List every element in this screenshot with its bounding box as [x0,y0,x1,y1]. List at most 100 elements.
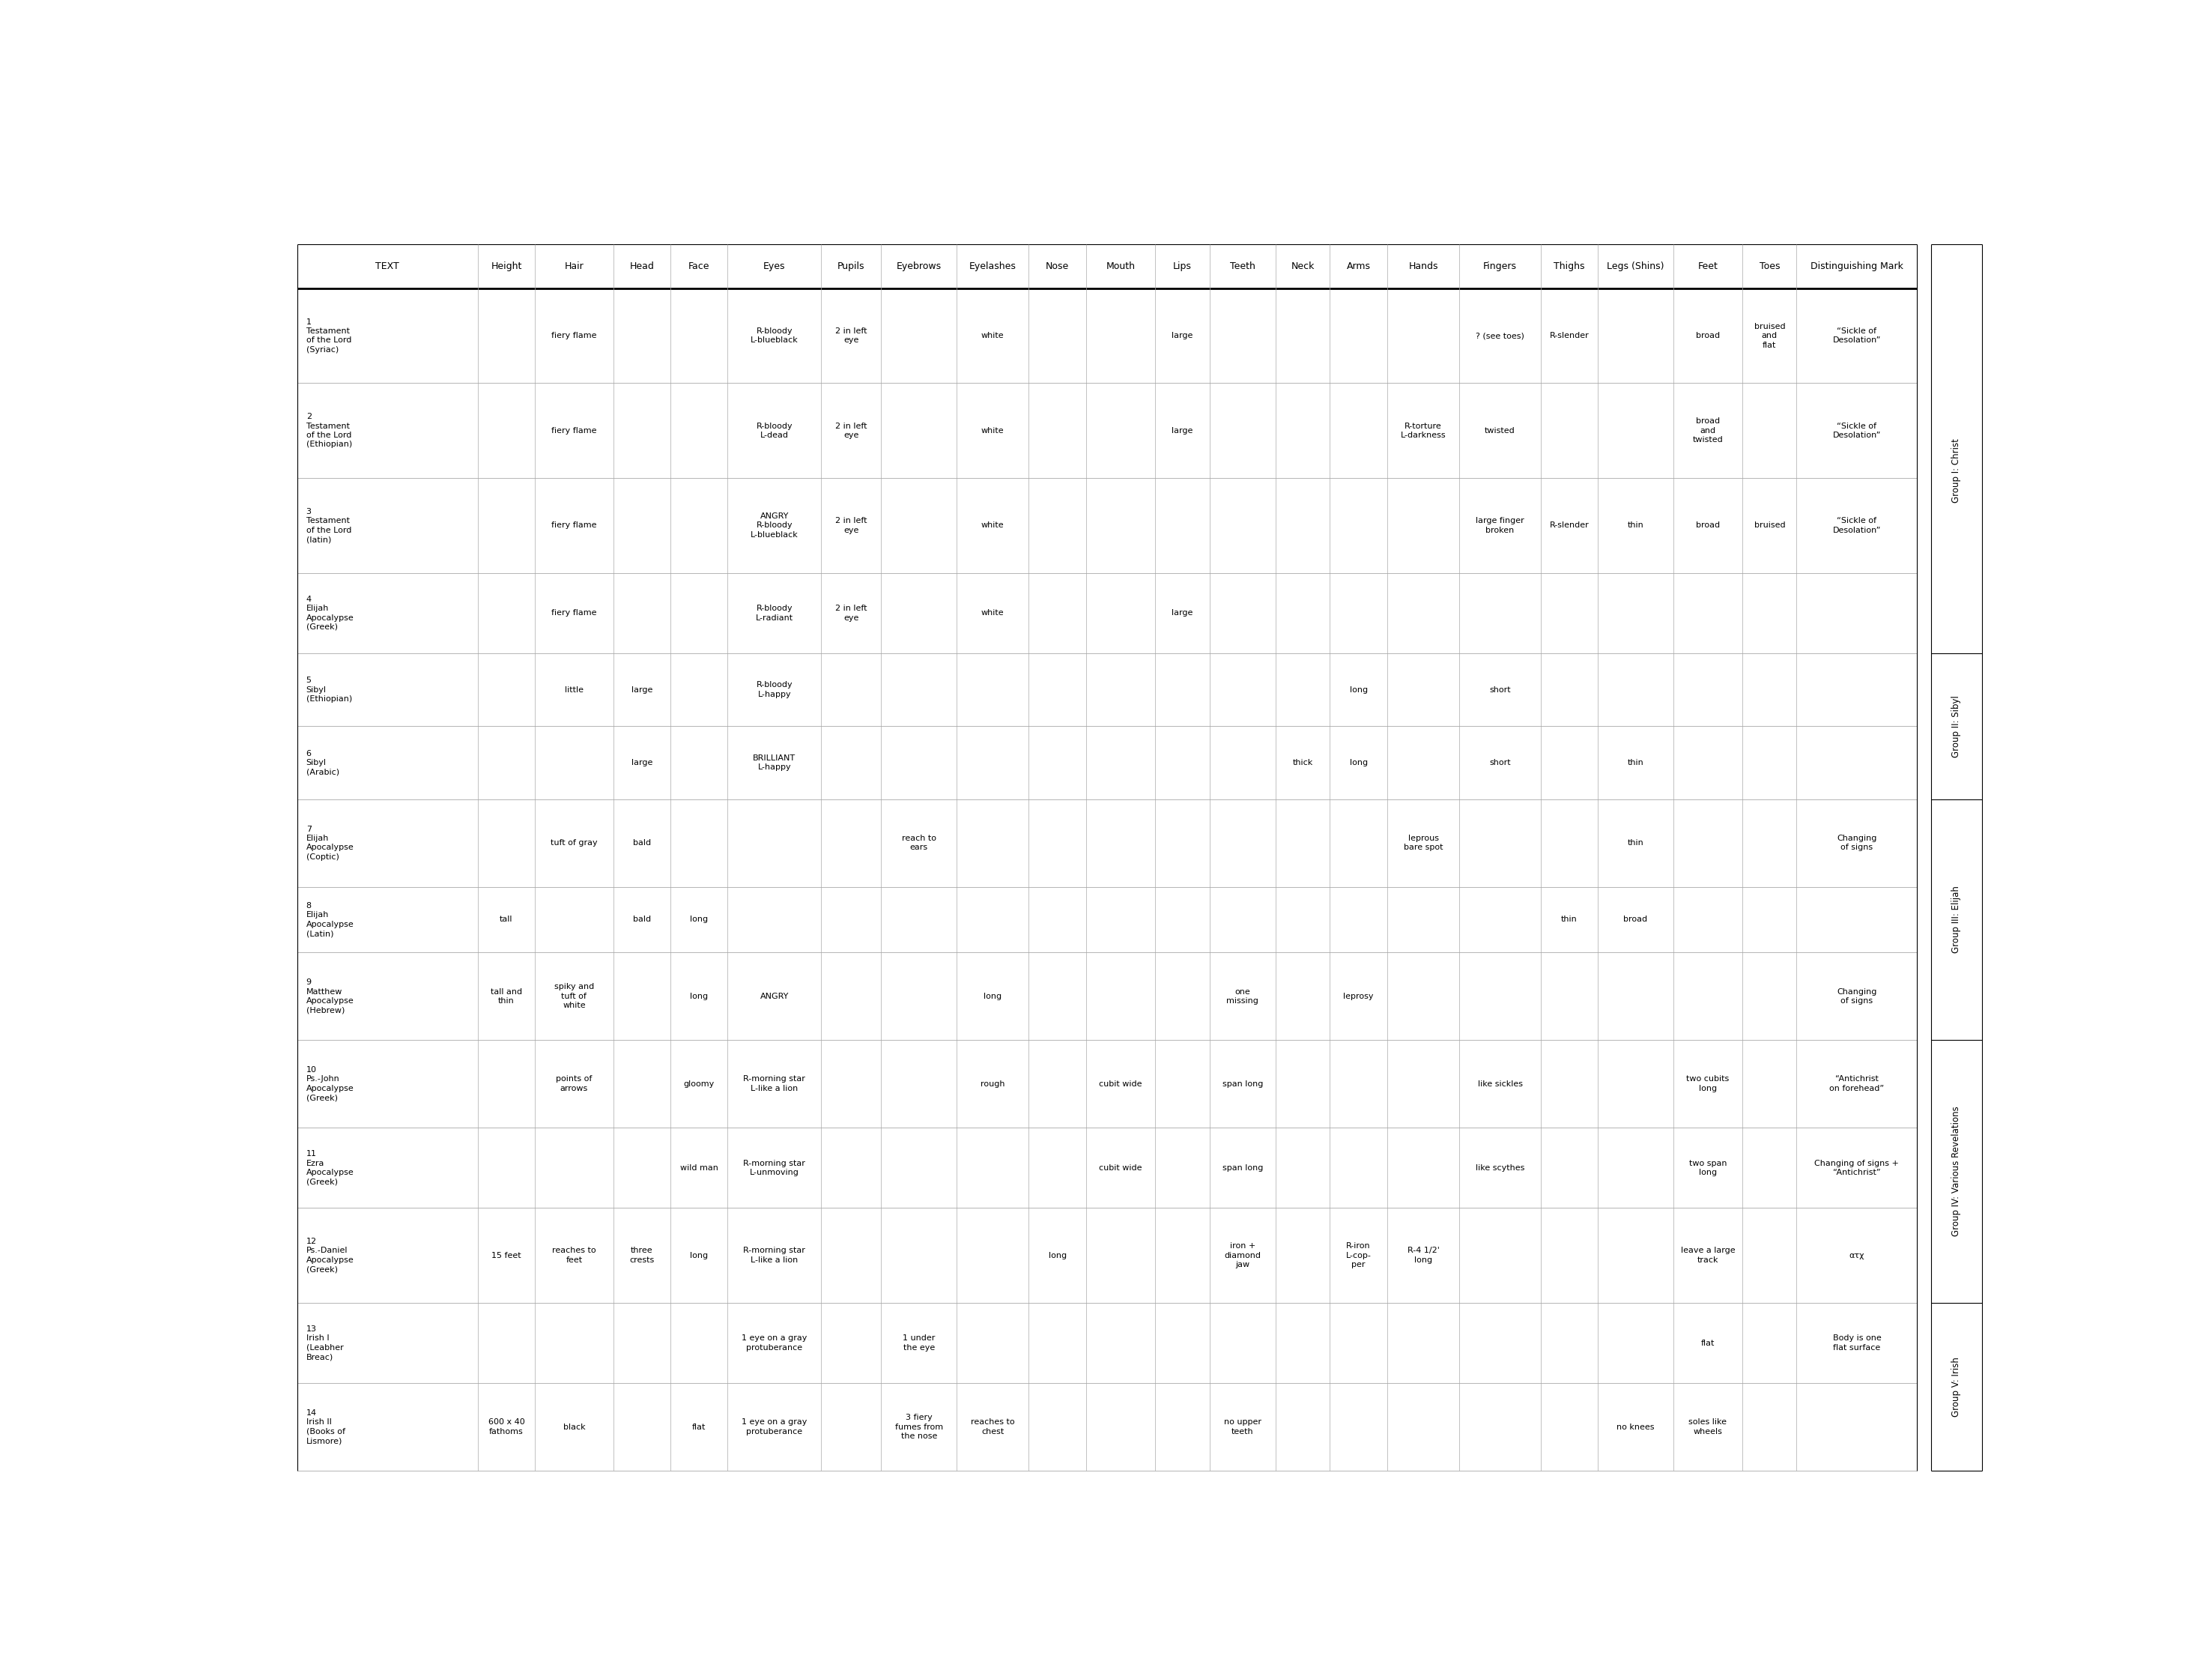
Text: cubit wide: cubit wide [1099,1080,1141,1088]
Text: 3 fiery
fumes from
the nose: 3 fiery fumes from the nose [896,1414,942,1439]
Text: long: long [1048,1251,1066,1260]
Text: broad: broad [1697,333,1721,339]
Text: Feet: Feet [1699,261,1719,271]
Text: Legs (Shins): Legs (Shins) [1606,261,1663,271]
Text: Lips: Lips [1172,261,1192,271]
Text: 2 in left
eye: 2 in left eye [836,518,867,534]
Text: Mouth: Mouth [1106,261,1135,271]
Text: 1 eye on a gray
protuberance: 1 eye on a gray protuberance [741,1418,807,1436]
Text: Group II: Sibyl: Group II: Sibyl [1951,696,1962,757]
Text: thick: thick [1292,759,1314,767]
Text: tuft of gray: tuft of gray [551,839,597,847]
Text: Group V: Irish: Group V: Irish [1951,1356,1962,1416]
Text: short: short [1489,759,1511,767]
Text: fiery flame: fiery flame [551,609,597,617]
Text: cubit wide: cubit wide [1099,1165,1141,1171]
Text: reach to
ears: reach to ears [902,835,936,852]
Text: black: black [564,1423,586,1431]
Text: 2 in left
eye: 2 in left eye [836,328,867,344]
Text: little: little [564,686,584,694]
Text: like scythes: like scythes [1475,1165,1524,1171]
Text: bruised: bruised [1754,522,1785,529]
Text: 3
Testament
of the Lord
(latin): 3 Testament of the Lord (latin) [305,508,352,542]
Text: broad
and
twisted: broad and twisted [1692,418,1723,444]
Text: two cubits
long: two cubits long [1686,1075,1730,1092]
Text: fiery flame: fiery flame [551,333,597,339]
Text: R-morning star
L-unmoving: R-morning star L-unmoving [743,1160,805,1176]
Text: short: short [1489,686,1511,694]
Text: Group III: Elijah: Group III: Elijah [1951,885,1962,953]
Text: large: large [1172,333,1192,339]
Text: gloomy: gloomy [684,1080,714,1088]
Text: “Sickle of
Desolation”: “Sickle of Desolation” [1834,518,1880,534]
Text: thin: thin [1628,522,1644,529]
Text: BRILLIANT
L-happy: BRILLIANT L-happy [752,754,796,770]
Text: R-bloody
L-radiant: R-bloody L-radiant [757,604,794,621]
Text: long: long [1349,759,1367,767]
Text: 11
Ezra
Apocalypse
(Greek): 11 Ezra Apocalypse (Greek) [305,1150,354,1185]
Text: leprous
bare spot: leprous bare spot [1405,835,1442,852]
Text: 10
Ps.-John
Apocalypse
(Greek): 10 Ps.-John Apocalypse (Greek) [305,1067,354,1102]
Text: R-iron
L-cop-
per: R-iron L-cop- per [1345,1243,1371,1268]
Text: 8
Elijah
Apocalypse
(Latin): 8 Elijah Apocalypse (Latin) [305,902,354,937]
Text: 1
Testament
of the Lord
(Syriac): 1 Testament of the Lord (Syriac) [305,318,352,353]
Text: flat: flat [692,1423,706,1431]
Text: 5
Sibyl
(Ethiopian): 5 Sibyl (Ethiopian) [305,677,352,702]
Text: long: long [690,915,708,924]
Text: tall and
thin: tall and thin [491,988,522,1005]
Text: 6
Sibyl
(Arabic): 6 Sibyl (Arabic) [305,750,338,775]
Text: “Sickle of
Desolation”: “Sickle of Desolation” [1834,423,1880,439]
Text: Teeth: Teeth [1230,261,1254,271]
Text: large: large [1172,428,1192,434]
Text: two span
long: two span long [1690,1160,1728,1176]
Text: 7
Elijah
Apocalypse
(Coptic): 7 Elijah Apocalypse (Coptic) [305,825,354,860]
Text: spiky and
tuft of
white: spiky and tuft of white [555,983,595,1010]
Text: broad: broad [1624,915,1648,924]
Text: wild man: wild man [679,1165,719,1171]
Text: white: white [982,522,1004,529]
Text: leprosy: leprosy [1343,992,1374,1000]
Text: 15 feet: 15 feet [491,1251,522,1260]
Text: three
crests: three crests [630,1246,655,1263]
Text: rough: rough [980,1080,1004,1088]
Text: 600 x 40
fathoms: 600 x 40 fathoms [489,1418,524,1436]
Text: 13
Irish I
(Leabher
Breac): 13 Irish I (Leabher Breac) [305,1325,343,1361]
Text: Eyelashes: Eyelashes [969,261,1015,271]
Text: Group I: Christ: Group I: Christ [1951,439,1962,503]
Text: Face: Face [688,261,710,271]
Text: R-bloody
L-happy: R-bloody L-happy [757,681,792,699]
Text: Head: Head [630,261,655,271]
Text: Nose: Nose [1046,261,1068,271]
Text: Arms: Arms [1347,261,1371,271]
Text: R-4 1/2'
long: R-4 1/2' long [1407,1246,1440,1263]
Text: Toes: Toes [1759,261,1781,271]
Text: TEXT: TEXT [376,261,400,271]
Text: no upper
teeth: no upper teeth [1223,1418,1261,1436]
Text: “Antichrist
on forehead”: “Antichrist on forehead” [1829,1075,1885,1092]
Text: Group IV: Various Revelations: Group IV: Various Revelations [1951,1107,1962,1236]
Text: Fingers: Fingers [1484,261,1517,271]
Text: large: large [630,759,653,767]
Text: bald: bald [633,915,650,924]
Text: Hands: Hands [1409,261,1438,271]
Text: thin: thin [1628,759,1644,767]
Text: R-morning star
L-like a lion: R-morning star L-like a lion [743,1075,805,1092]
Text: ατχ: ατχ [1849,1251,1865,1260]
Text: thin: thin [1562,915,1577,924]
Text: R-morning star
L-like a lion: R-morning star L-like a lion [743,1246,805,1263]
Text: Changing of signs +
“Antichrist”: Changing of signs + “Antichrist” [1814,1160,1900,1176]
Text: like sickles: like sickles [1478,1080,1522,1088]
Text: span long: span long [1223,1080,1263,1088]
Text: white: white [982,333,1004,339]
Text: fiery flame: fiery flame [551,522,597,529]
Text: span long: span long [1223,1165,1263,1171]
Text: long: long [690,992,708,1000]
Text: R-slender: R-slender [1551,333,1588,339]
Text: bald: bald [633,839,650,847]
Text: 9
Matthew
Apocalypse
(Hebrew): 9 Matthew Apocalypse (Hebrew) [305,978,354,1013]
Text: Height: Height [491,261,522,271]
Text: broad: broad [1697,522,1721,529]
Text: Eyebrows: Eyebrows [896,261,942,271]
Text: Distinguishing Mark: Distinguishing Mark [1809,261,1902,271]
Text: large: large [1172,609,1192,617]
